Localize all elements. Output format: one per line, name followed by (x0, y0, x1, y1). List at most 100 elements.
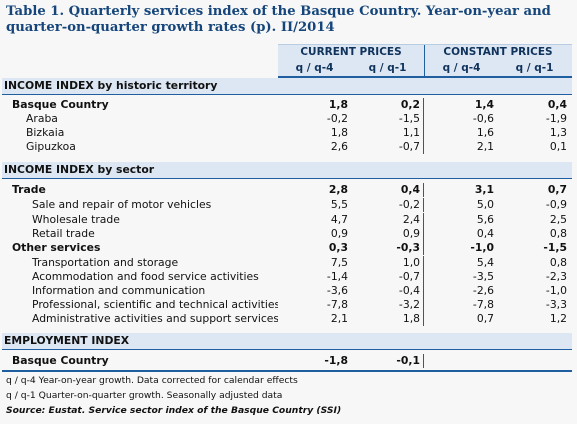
table-row: Professional, scientific and technical a… (2, 298, 572, 312)
cell (424, 354, 497, 368)
cell: 1,1 (351, 126, 424, 140)
row-label: Information and communication (32, 284, 206, 297)
section-employment: EMPLOYMENT INDEX (2, 333, 572, 350)
column-header-row: q / q-4 q / q-1 q / q-4 q / q-1 (278, 61, 572, 78)
cell: 0,9 (351, 227, 424, 241)
table-row: Araba -0,2 -1,5 -0,6 -1,9 (2, 112, 572, 126)
section-title: INCOME INDEX by historic territory (4, 79, 218, 92)
cell: -2,6 (472, 284, 494, 297)
row-label: Sale and repair of motor vehicles (32, 198, 212, 211)
cell: -0,1 (351, 354, 424, 368)
cell: 5,5 (330, 198, 348, 211)
cell: 5,4 (476, 256, 494, 269)
cell: 5,6 (476, 213, 494, 226)
cell: -3,3 (545, 298, 567, 311)
cell: 4,7 (330, 213, 348, 226)
cell: 0,8 (549, 227, 567, 240)
cell: 1,4 (474, 98, 494, 111)
cell: 1,0 (351, 256, 424, 270)
cell: 2,6 (330, 140, 348, 153)
cell: -2,3 (545, 270, 567, 283)
table-row: Basque Country -1,8 -0,1 (2, 354, 572, 368)
section-sector: INCOME INDEX by sector (2, 162, 572, 179)
cell: -0,9 (545, 198, 567, 211)
table-row: Sale and repair of motor vehicles 5,5 -0… (2, 198, 572, 212)
table-row: Basque Country 1,8 0,2 1,4 0,4 (2, 98, 572, 112)
title-line-1: Table 1. Quarterly services index of the… (6, 4, 551, 19)
cell: -0,3 (351, 241, 424, 255)
cell (497, 354, 570, 368)
section-territory: INCOME INDEX by historic territory (2, 78, 572, 95)
cell: -1,8 (324, 354, 348, 367)
price-group-header: CURRENT PRICES CONSTANT PRICES (278, 44, 572, 62)
cell: -1,0 (470, 241, 494, 254)
row-label: Professional, scientific and technical a… (32, 298, 278, 311)
row-label: Basque Country (12, 98, 109, 111)
col-constant-qoq: q / q-1 (515, 62, 554, 74)
row-label: Gipuzkoa (26, 140, 76, 153)
section-title: EMPLOYMENT INDEX (4, 334, 130, 347)
table-row: Administrative activities and support se… (2, 312, 572, 326)
cell: -1,9 (545, 112, 567, 125)
row-label: Araba (26, 112, 58, 125)
cell: -0,7 (351, 140, 424, 154)
cell: -1,5 (543, 241, 567, 254)
cell: -1,4 (326, 270, 348, 283)
cell: -3,5 (472, 270, 494, 283)
cell: 0,8 (549, 256, 567, 269)
row-label: Transportation and storage (32, 256, 179, 269)
cell: 0,4 (351, 183, 424, 197)
cell: 2,5 (549, 213, 567, 226)
cell: 2,1 (330, 312, 348, 325)
cell: -0,4 (351, 284, 424, 298)
cell: 1,8 (351, 312, 424, 326)
cell: 3,1 (474, 183, 494, 196)
cell: 0,4 (547, 98, 567, 111)
table-row: Bizkaia 1,8 1,1 1,6 1,3 (2, 126, 572, 140)
cell: 2,4 (351, 213, 424, 227)
cell: 0,7 (547, 183, 567, 196)
cell: 5,0 (476, 198, 494, 211)
table-row: Information and communication -3,6 -0,4 … (2, 284, 572, 298)
cell: 0,9 (330, 227, 348, 240)
cell: -1,5 (351, 112, 424, 126)
table-row: Gipuzkoa 2,6 -0,7 2,1 0,1 (2, 140, 572, 154)
table-row: Wholesale trade 4,7 2,4 5,6 2,5 (2, 213, 572, 227)
note-qoq: q / q-1 Quarter-on-quarter growth. Seaso… (6, 390, 283, 401)
row-label: Other services (12, 241, 101, 254)
cell: -0,2 (326, 112, 348, 125)
row-label: Retail trade (32, 227, 95, 240)
table-title: Table 1. Quarterly services index of the… (6, 4, 572, 36)
cell: -0,6 (472, 112, 494, 125)
table-bottom-rule (2, 370, 572, 372)
current-prices-header: CURRENT PRICES (278, 45, 425, 61)
cell: 0,3 (328, 241, 348, 254)
cell: 1,8 (328, 98, 348, 111)
row-label: Wholesale trade (32, 213, 120, 226)
cell: -3,6 (326, 284, 348, 297)
row-label: Acommodation and food service activities (32, 270, 259, 283)
row-label: Basque Country (12, 354, 109, 367)
cell: 2,1 (476, 140, 494, 153)
cell: 1,6 (476, 126, 494, 139)
cell: -7,8 (326, 298, 348, 311)
source-note: Source: Eustat. Service sector index of … (6, 405, 342, 416)
cell: 0,2 (351, 98, 424, 112)
row-label: Trade (12, 183, 46, 196)
cell: 1,3 (549, 126, 567, 139)
col-current-qoq: q / q-1 (351, 61, 425, 76)
cell: -1,0 (545, 284, 567, 297)
section-title: INCOME INDEX by sector (4, 163, 155, 176)
cell: -3,2 (351, 298, 424, 312)
cell: 2,8 (328, 183, 348, 196)
cell: -0,7 (351, 270, 424, 284)
table-row: Retail trade 0,9 0,9 0,4 0,8 (2, 227, 572, 241)
cell: -7,8 (472, 298, 494, 311)
table-row: Transportation and storage 7,5 1,0 5,4 0… (2, 256, 572, 270)
col-constant-yoy: q / q-4 (442, 62, 481, 74)
cell: 0,4 (476, 227, 494, 240)
cell: -0,2 (351, 198, 424, 212)
col-current-yoy: q / q-4 (295, 62, 334, 74)
row-label: Administrative activities and support se… (32, 312, 278, 325)
